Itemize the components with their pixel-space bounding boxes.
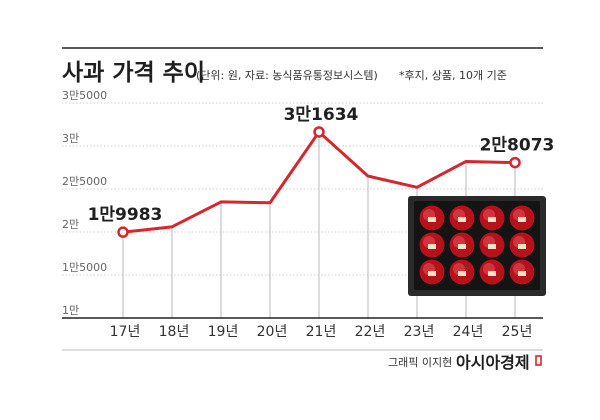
apple-sticker xyxy=(488,217,496,222)
data-label: 1만9983 xyxy=(88,205,163,225)
x-tick-label: 17년 xyxy=(110,324,141,340)
apple-sticker xyxy=(458,244,466,249)
y-tick-label: 1만5000 xyxy=(62,261,107,274)
brand-mark-icon xyxy=(535,355,542,366)
x-tick-label: 24년 xyxy=(453,324,484,340)
data-label: 2만8073 xyxy=(480,136,555,156)
apple-sticker xyxy=(518,244,526,249)
apple-sticker xyxy=(488,271,496,276)
data-label: 3만1634 xyxy=(284,105,359,125)
x-tick-label: 18년 xyxy=(159,324,190,340)
chart-subtitle: (단위: 원, 자료: 농식품유통정보시스템) xyxy=(196,69,378,82)
apple-sticker xyxy=(428,217,436,222)
data-point-marker xyxy=(117,226,129,238)
x-tick-label: 20년 xyxy=(257,324,288,340)
apple-sticker xyxy=(518,271,526,276)
y-tick-label: 3만5000 xyxy=(62,89,107,102)
chart-note: *후지, 상품, 10개 기준 xyxy=(399,69,507,82)
x-tick-label: 19년 xyxy=(208,324,239,340)
x-tick-label: 25년 xyxy=(502,324,533,340)
y-tick-label: 1만 xyxy=(62,304,79,317)
data-point-marker xyxy=(509,156,521,169)
apple-sticker xyxy=(458,217,466,222)
apple-gift-box-image xyxy=(408,196,546,296)
apple-sticker xyxy=(428,244,436,249)
y-tick-label: 3만 xyxy=(62,132,79,145)
x-tick-label: 22년 xyxy=(355,324,386,340)
apple-sticker xyxy=(428,271,436,276)
data-point-marker xyxy=(313,126,325,138)
apple-sticker xyxy=(518,217,526,222)
apple-sticker xyxy=(488,244,496,249)
x-tick-label: 23년 xyxy=(404,324,435,340)
y-tick-label: 2만5000 xyxy=(62,175,107,188)
x-tick-label: 21년 xyxy=(306,324,337,340)
brand-logo-text: 아시아경제 xyxy=(456,353,530,372)
chart-title: 사과 가격 추이 xyxy=(62,60,205,86)
y-tick-label: 2만 xyxy=(62,218,79,231)
apple-sticker xyxy=(458,271,466,276)
graphic-credit: 그래픽 이지현 xyxy=(388,356,452,369)
